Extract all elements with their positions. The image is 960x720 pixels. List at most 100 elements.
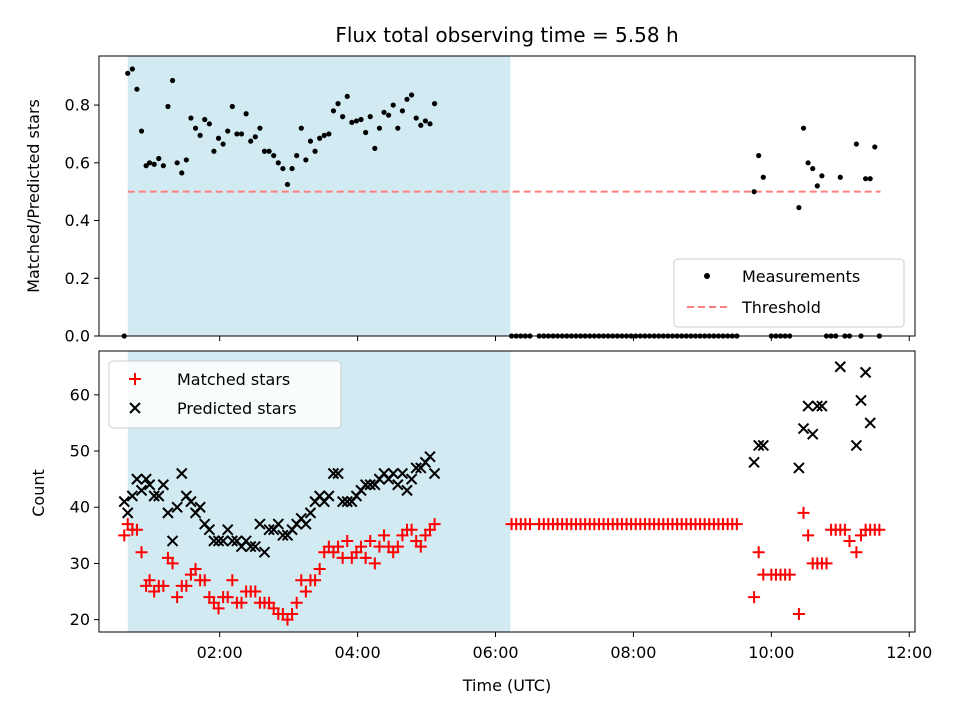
legend-matched-label: Matched stars	[177, 370, 290, 389]
predicted-star-point	[118, 495, 130, 508]
measurement-point	[800, 125, 807, 131]
predicted-star-point	[405, 473, 418, 485]
measurement-point	[165, 103, 171, 110]
measurement-point	[211, 148, 217, 154]
matched-star-point	[797, 506, 810, 519]
matched-star-points	[118, 506, 886, 626]
predicted-star-point	[323, 490, 335, 502]
predicted-star-point	[277, 529, 289, 542]
measurement-point	[409, 92, 415, 98]
measurement-point	[280, 165, 286, 172]
measurement-point	[872, 144, 878, 150]
measurement-point	[335, 101, 341, 107]
matched-star-point	[286, 608, 299, 621]
predicted-star-point	[140, 473, 152, 485]
predicted-star-point	[122, 507, 134, 519]
measurement-point	[340, 114, 346, 120]
measurement-point	[326, 131, 332, 137]
matched-star-point	[359, 551, 372, 564]
predicted-star-point	[166, 535, 179, 547]
measurement-point	[372, 145, 378, 151]
measurement-point	[252, 134, 258, 140]
matched-star-point	[391, 540, 404, 553]
measurement-point	[169, 77, 176, 84]
legend-measurements-marker	[704, 273, 710, 279]
predicted-star-point	[392, 479, 404, 491]
matched-star-point	[130, 523, 143, 536]
matched-star-point	[313, 563, 326, 576]
measurement-point	[174, 160, 180, 166]
measurement-point	[129, 66, 135, 72]
matched-star-point	[290, 596, 303, 609]
ratio-y-tick-label: 0.0	[65, 327, 90, 346]
count-axes-frame	[98, 350, 916, 633]
measurement-point	[284, 181, 291, 188]
matched-star-point	[198, 574, 211, 587]
matched-star-point	[802, 529, 815, 542]
measurement-point	[289, 165, 295, 172]
matched-star-point	[189, 563, 202, 576]
measurement-point	[344, 93, 350, 100]
ratio-axes-frame	[98, 55, 916, 337]
predicted-star-point	[249, 540, 262, 553]
matched-star-point	[873, 523, 886, 536]
count-legend-box	[108, 360, 342, 429]
x-axis-label: Time (UTC)	[462, 676, 551, 695]
x-tick-label: 08:00	[610, 643, 656, 662]
legend-measurements-label: Measurements	[742, 267, 860, 286]
predicted-star-point	[153, 490, 165, 502]
measurement-point	[317, 135, 323, 141]
predicted-star-point	[226, 535, 239, 547]
matched-star-point	[166, 557, 179, 570]
measurement-point	[819, 173, 825, 179]
x-tick-label: 10:00	[748, 643, 794, 662]
count-legend: Matched stars Predicted stars	[108, 360, 342, 429]
measurement-point	[238, 131, 245, 137]
matched-star-point	[341, 534, 354, 547]
measurement-point	[413, 115, 419, 121]
predicted-star-point	[258, 546, 271, 558]
measurement-point	[179, 170, 185, 176]
ratio-panel: 0.0 0.2 0.4 0.6 0.8 Flux total observing tim…	[24, 23, 916, 346]
measurement-point	[321, 132, 327, 138]
predicted-star-point	[396, 467, 409, 480]
measurement-point	[751, 189, 757, 195]
measurement-point	[160, 163, 166, 169]
measurement-point	[188, 115, 194, 121]
measurement-point	[395, 125, 401, 131]
matched-star-point	[428, 518, 441, 531]
matched-star-point	[332, 540, 345, 553]
measurement-point	[404, 96, 410, 102]
matched-star-point	[235, 596, 248, 609]
measurement-point	[266, 148, 272, 154]
predicted-star-point	[802, 400, 814, 412]
predicted-star-point	[162, 507, 174, 519]
matched-star-point	[843, 534, 856, 547]
matched-star-point	[752, 546, 765, 559]
matched-star-point	[299, 585, 312, 598]
predicted-star-point	[208, 535, 220, 547]
measurement-point	[422, 118, 428, 124]
predicted-star-point	[185, 495, 197, 508]
measurement-point	[261, 148, 268, 154]
matched-star-point	[171, 591, 184, 604]
measurement-point	[202, 116, 208, 123]
measurement-point	[134, 86, 140, 92]
predicted-star-point	[304, 507, 317, 519]
measurement-point	[275, 160, 281, 166]
measurement-point	[243, 111, 249, 117]
legend-threshold-label: Threshold	[741, 298, 821, 317]
measurement-point	[271, 152, 277, 159]
measurement-point	[248, 138, 254, 144]
predicted-star-point	[341, 495, 353, 508]
count-panel: 02:00 04:00 06:00 08:00 10:00 12:00 20 30 40 50 6…	[29, 350, 932, 695]
measurement-point	[358, 116, 364, 123]
predicted-star-point	[336, 495, 349, 508]
measurement-point	[298, 125, 304, 131]
measurement-point	[376, 125, 383, 131]
measurement-point	[353, 118, 360, 124]
predicted-star-point	[300, 518, 312, 530]
predicted-star-point	[272, 518, 284, 530]
matched-star-point	[792, 608, 805, 621]
predicted-star-point	[222, 524, 234, 536]
